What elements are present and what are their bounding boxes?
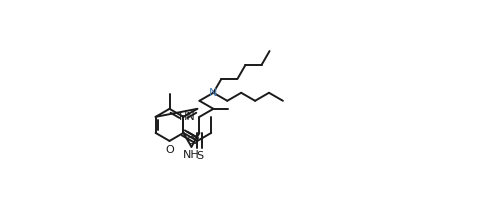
Text: O: O bbox=[186, 136, 195, 146]
Text: N: N bbox=[209, 88, 218, 98]
Text: O: O bbox=[165, 145, 174, 155]
Text: NH: NH bbox=[183, 150, 200, 160]
Text: S: S bbox=[196, 151, 203, 161]
Text: HN: HN bbox=[180, 112, 196, 122]
